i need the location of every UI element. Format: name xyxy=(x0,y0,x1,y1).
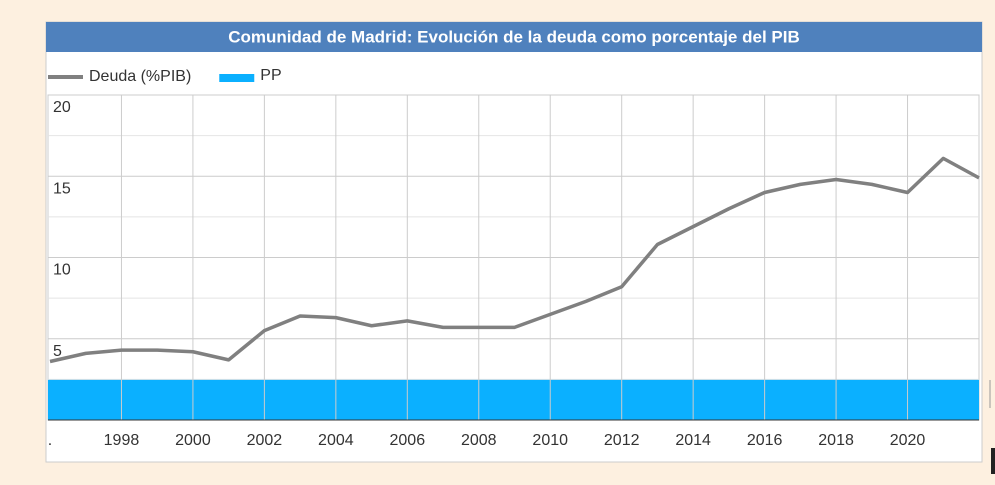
title-bar xyxy=(46,22,982,52)
x-tick-label: 2000 xyxy=(175,432,211,449)
x-tick-label: 2004 xyxy=(318,432,354,449)
x-tick-label: 2010 xyxy=(532,432,568,449)
x-tick-label: 2002 xyxy=(247,432,283,449)
x-tick-label: 2016 xyxy=(747,432,783,449)
y-tick-label: 10 xyxy=(53,262,71,279)
x-tick-label: 2014 xyxy=(675,432,711,449)
edge-mark xyxy=(991,448,995,474)
legend-swatch xyxy=(219,74,255,82)
x-tick-label: 2008 xyxy=(461,432,497,449)
y-tick-label: 5 xyxy=(53,343,62,360)
x-tick-label: 1998 xyxy=(104,432,140,449)
x-tick-label: 2018 xyxy=(818,432,854,449)
x-tick-label: 2020 xyxy=(890,432,926,449)
band xyxy=(48,379,979,420)
legend-label: Deuda (%PIB) xyxy=(89,68,191,85)
x-tick-label: 2012 xyxy=(604,432,640,449)
y-tick-label: 20 xyxy=(53,99,71,116)
legend-label: PP xyxy=(260,67,281,84)
x-tick-label: . xyxy=(48,432,52,449)
x-tick-label: 2006 xyxy=(390,432,426,449)
y-tick-label: 15 xyxy=(53,180,71,197)
line xyxy=(49,156,980,364)
chart-title: Comunidad de Madrid: Evolución de la deu… xyxy=(228,27,799,46)
